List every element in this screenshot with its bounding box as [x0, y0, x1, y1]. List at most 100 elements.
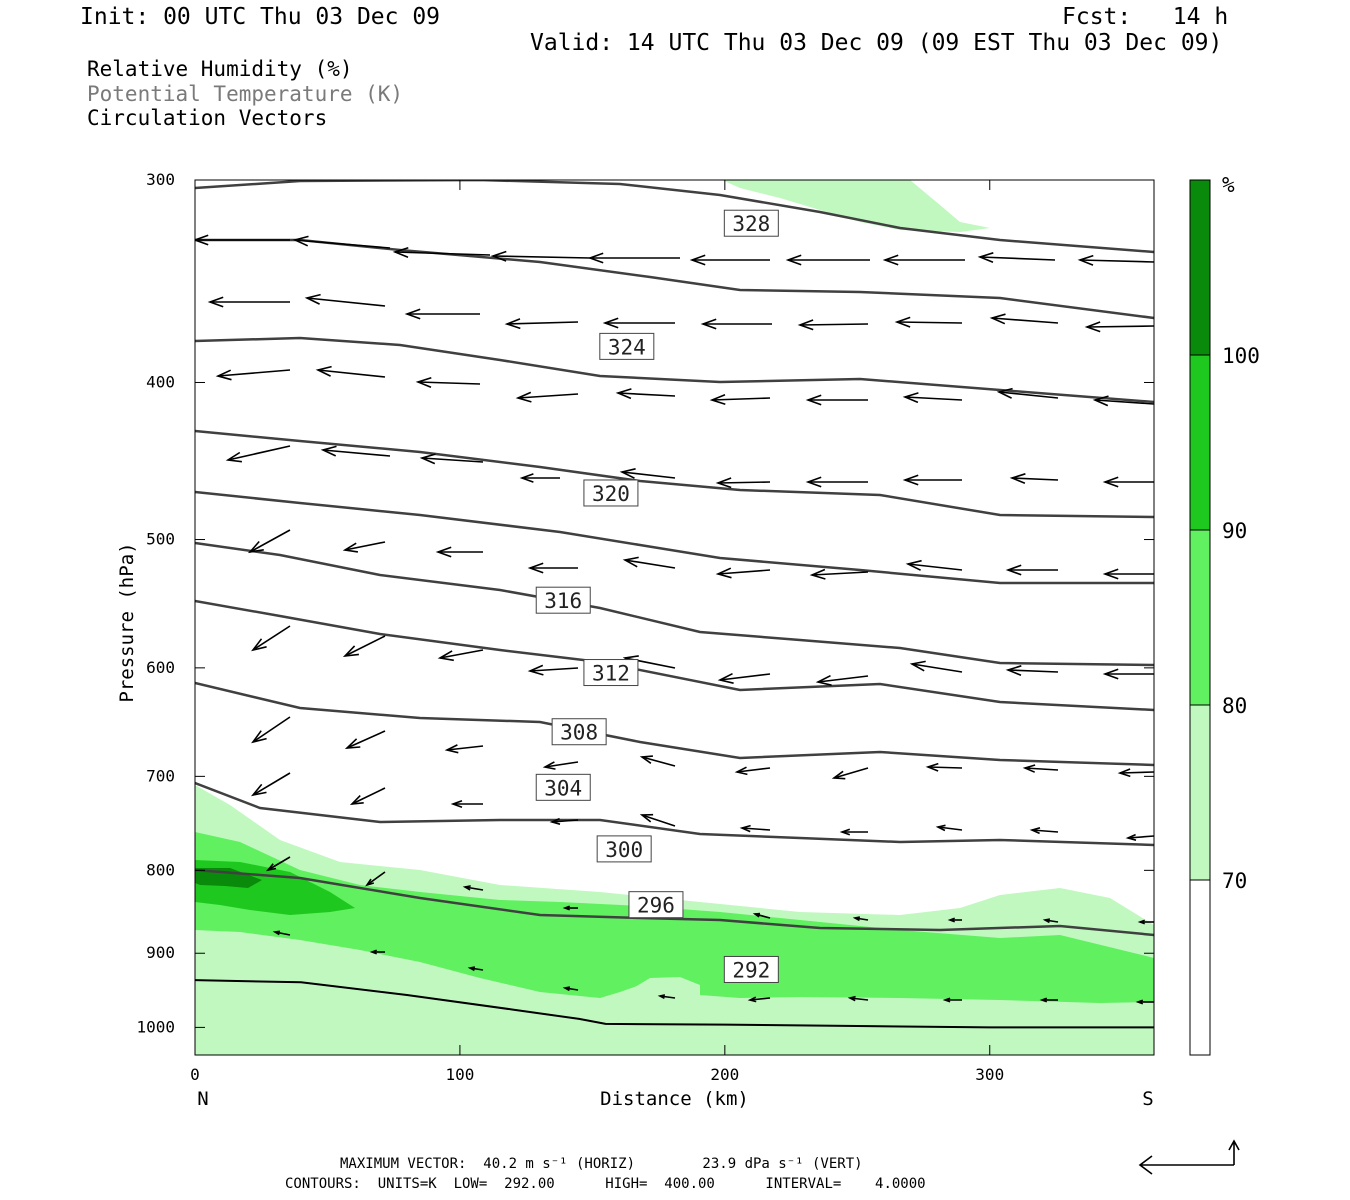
- colorbar-label: 90: [1222, 519, 1247, 543]
- vector-head: [657, 994, 666, 1000]
- colorbar-label: 100: [1222, 344, 1260, 368]
- y-tick-label: 600: [146, 658, 175, 677]
- y-tick-label: 700: [146, 766, 175, 785]
- vector-shaft: [621, 471, 676, 479]
- circulation-vector-93: [562, 986, 579, 992]
- circulation-vector-79: [1125, 833, 1154, 841]
- plot-frame: [194, 179, 1155, 1056]
- contour-label-box: [535, 586, 591, 614]
- vector-head: [527, 562, 544, 574]
- theta-contour-5: [195, 541, 1154, 667]
- vector-shaft: [529, 667, 579, 672]
- circulation-vector-68: [1022, 764, 1059, 773]
- vector-head: [1029, 827, 1041, 835]
- colorbar-band-2: [1190, 530, 1210, 705]
- colorbar-band-3: [1190, 355, 1210, 530]
- y-tick-label: 300: [146, 170, 175, 189]
- contour-label: 324: [608, 335, 646, 359]
- circulation-vector-47: [905, 559, 963, 571]
- circulation-vector-9: [1077, 254, 1154, 266]
- circulation-vector-96: [847, 995, 869, 1002]
- vector-head: [1092, 395, 1109, 407]
- vector-head: [251, 730, 267, 744]
- vector-head: [265, 863, 277, 872]
- circulation-vector-3: [490, 250, 591, 262]
- x-tick-label: 0: [190, 1065, 200, 1084]
- vector-shaft: [719, 673, 771, 681]
- y-tick-label: 900: [146, 943, 175, 962]
- vector-head: [847, 995, 856, 1002]
- circulation-vector-14: [602, 317, 675, 329]
- theta-contour-9: [195, 868, 1154, 937]
- contour-label: 296: [637, 894, 675, 918]
- contour-label-box: [535, 773, 591, 801]
- circulation-vector-8: [977, 252, 1056, 264]
- vector-head: [1117, 768, 1131, 778]
- circulation-vector-2: [392, 246, 491, 258]
- circulation-vector-91: [369, 949, 385, 955]
- vector-shaft: [911, 663, 963, 673]
- theta-contour-8: [195, 781, 1154, 847]
- x-axis-title: Distance (km): [600, 1088, 749, 1110]
- vector-head: [715, 477, 732, 489]
- circulation-vector-80: [265, 856, 291, 872]
- vector-shaft: [617, 392, 676, 397]
- vector-head: [542, 761, 556, 770]
- vector-head: [1042, 918, 1051, 924]
- vector-head: [369, 949, 377, 955]
- vector-head: [304, 293, 321, 305]
- rh-region-1: [722, 180, 990, 232]
- vector-head: [942, 997, 951, 1003]
- vector-head: [195, 234, 209, 246]
- circulation-vector-64: [639, 755, 676, 767]
- circulation-vector-92: [467, 966, 484, 972]
- vector-shaft: [937, 826, 963, 831]
- x-tick-label: 200: [710, 1065, 739, 1084]
- vector-head: [805, 394, 822, 406]
- vector-shaft: [641, 814, 676, 827]
- circulation-vector-50: [251, 625, 291, 652]
- vector-head: [515, 391, 532, 403]
- circulation-vector-51: [342, 635, 386, 658]
- vector-shaft: [1086, 325, 1154, 328]
- vector-head: [639, 813, 654, 823]
- circulation-vector-98: [1039, 997, 1058, 1003]
- vector-head: [622, 556, 639, 568]
- vector-shaft: [711, 397, 771, 401]
- contour-label-box: [723, 209, 779, 237]
- vector-head: [615, 388, 632, 400]
- vector-head: [925, 762, 939, 772]
- max-vector-note: MAXIMUM VECTOR: 40.2 m s⁻¹ (HORIZ) 23.9 …: [340, 1156, 863, 1172]
- colorbar-band-1: [1190, 705, 1210, 880]
- vector-head: [349, 795, 364, 806]
- circulation-vector-24: [615, 388, 676, 400]
- circulation-vector-17: [894, 316, 963, 328]
- vector-head: [717, 672, 734, 684]
- circulation-vector-76: [839, 828, 868, 836]
- vector-head: [437, 650, 454, 662]
- colorbar-band-0: [1190, 880, 1210, 1055]
- circulation-vector-44: [622, 556, 676, 569]
- circulation-vector-61: [344, 730, 386, 749]
- y-tick-label: 400: [146, 372, 175, 391]
- x-tick-label: 100: [445, 1065, 474, 1084]
- vector-head: [1039, 997, 1048, 1003]
- circulation-vector-37: [902, 474, 962, 486]
- vector-head: [1137, 919, 1145, 925]
- circulation-vector-30: [225, 445, 291, 463]
- vector-shaft: [249, 529, 291, 553]
- vector-shaft: [741, 827, 771, 831]
- vector-head: [562, 905, 570, 911]
- circulation-vector-10: [207, 296, 290, 308]
- circulation-vector-75: [739, 824, 771, 833]
- vector-head: [977, 252, 994, 264]
- vector-shaft: [1011, 477, 1059, 481]
- circulation-vector-32: [419, 453, 484, 465]
- circulation-vector-81: [365, 871, 386, 887]
- circulation-vector-69: [1117, 768, 1154, 778]
- vector-head: [1005, 564, 1022, 576]
- vector-head: [292, 235, 309, 247]
- circulation-vector-39: [1102, 476, 1154, 488]
- vector-shaft: [1079, 259, 1154, 263]
